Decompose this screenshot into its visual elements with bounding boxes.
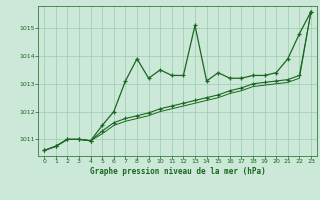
X-axis label: Graphe pression niveau de la mer (hPa): Graphe pression niveau de la mer (hPa) <box>90 167 266 176</box>
